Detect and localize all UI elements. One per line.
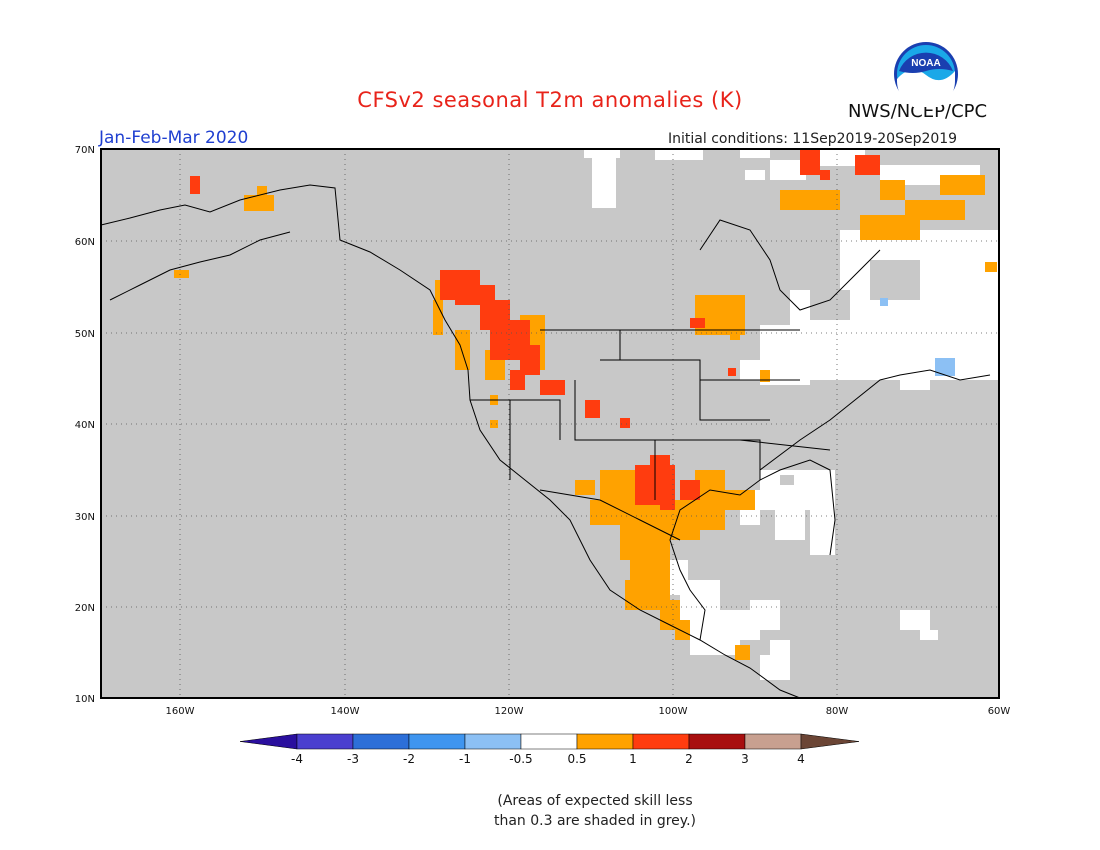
lon-label: 60W bbox=[988, 706, 1011, 717]
colorbar-label: -0.5 bbox=[509, 752, 532, 766]
colorbar-label: -3 bbox=[347, 752, 359, 766]
svg-text:NOAA: NOAA bbox=[911, 58, 940, 69]
colorbar-right-arrow bbox=[800, 733, 860, 750]
colorbar-segment bbox=[688, 733, 746, 750]
lat-label: 20N bbox=[75, 603, 95, 614]
longitude-labels: 160W 140W 120W 100W 80W 60W bbox=[166, 706, 1011, 717]
latitude-labels: 70N 60N 50N 40N 30N 20N 10N bbox=[75, 145, 95, 705]
lat-label: 60N bbox=[75, 237, 95, 248]
colorbar-left-arrow bbox=[239, 733, 298, 750]
colorbar bbox=[239, 733, 860, 750]
lon-label: 160W bbox=[166, 706, 195, 717]
grey-inset-patches bbox=[740, 260, 920, 655]
skill-note-line: (Areas of expected skill less bbox=[497, 793, 693, 809]
colorbar-label: 3 bbox=[741, 752, 749, 766]
skill-note-line: than 0.3 are shaded in grey.) bbox=[493, 813, 696, 829]
colorbar-label: 4 bbox=[797, 752, 805, 766]
lon-label: 140W bbox=[331, 706, 360, 717]
colorbar-segment bbox=[296, 733, 354, 750]
lat-label: 30N bbox=[75, 512, 95, 523]
colorbar-segment bbox=[464, 733, 522, 750]
chart-title: CFSv2 seasonal T2m anomalies (K) bbox=[357, 88, 743, 112]
cool-anomaly bbox=[880, 298, 955, 376]
colorbar-label: 0.5 bbox=[567, 752, 586, 766]
lon-label: 120W bbox=[495, 706, 524, 717]
lat-label: 50N bbox=[75, 329, 95, 340]
lat-label: 70N bbox=[75, 145, 95, 156]
coastlines bbox=[100, 184, 991, 699]
lon-label: 80W bbox=[826, 706, 849, 717]
colorbar-labels: -4 -3 -2 -1 -0.5 0.5 1 2 3 4 bbox=[291, 752, 805, 766]
warm-anomaly-05-1 bbox=[174, 175, 997, 660]
map-frame bbox=[100, 148, 1000, 699]
colorbar-segment bbox=[520, 733, 578, 750]
initial-conditions: Initial conditions: 11Sep2019-20Sep2019 bbox=[668, 131, 958, 147]
lat-label: 40N bbox=[75, 420, 95, 431]
colorbar-segment bbox=[632, 733, 690, 750]
warm-anomaly-1-2 bbox=[190, 150, 880, 510]
noaa-logo: NOAA bbox=[894, 42, 958, 107]
skill-note: (Areas of expected skill less than 0.3 a… bbox=[0, 791, 1100, 831]
colorbar-label: -4 bbox=[291, 752, 303, 766]
agency-label: NWS/NCEP/CPC bbox=[848, 101, 988, 122]
colorbar-label: 2 bbox=[685, 752, 693, 766]
forecast-period: Jan-Feb-Mar 2020 bbox=[99, 128, 249, 148]
colorbar-segment bbox=[576, 733, 634, 750]
lon-label: 100W bbox=[659, 706, 688, 717]
colorbar-segment bbox=[408, 733, 466, 750]
colorbar-label: -2 bbox=[403, 752, 415, 766]
colorbar-segment bbox=[352, 733, 410, 750]
colorbar-label: -1 bbox=[459, 752, 471, 766]
colorbar-label: 1 bbox=[629, 752, 637, 766]
colorbar-segment bbox=[744, 733, 802, 750]
lat-label: 10N bbox=[75, 694, 95, 705]
